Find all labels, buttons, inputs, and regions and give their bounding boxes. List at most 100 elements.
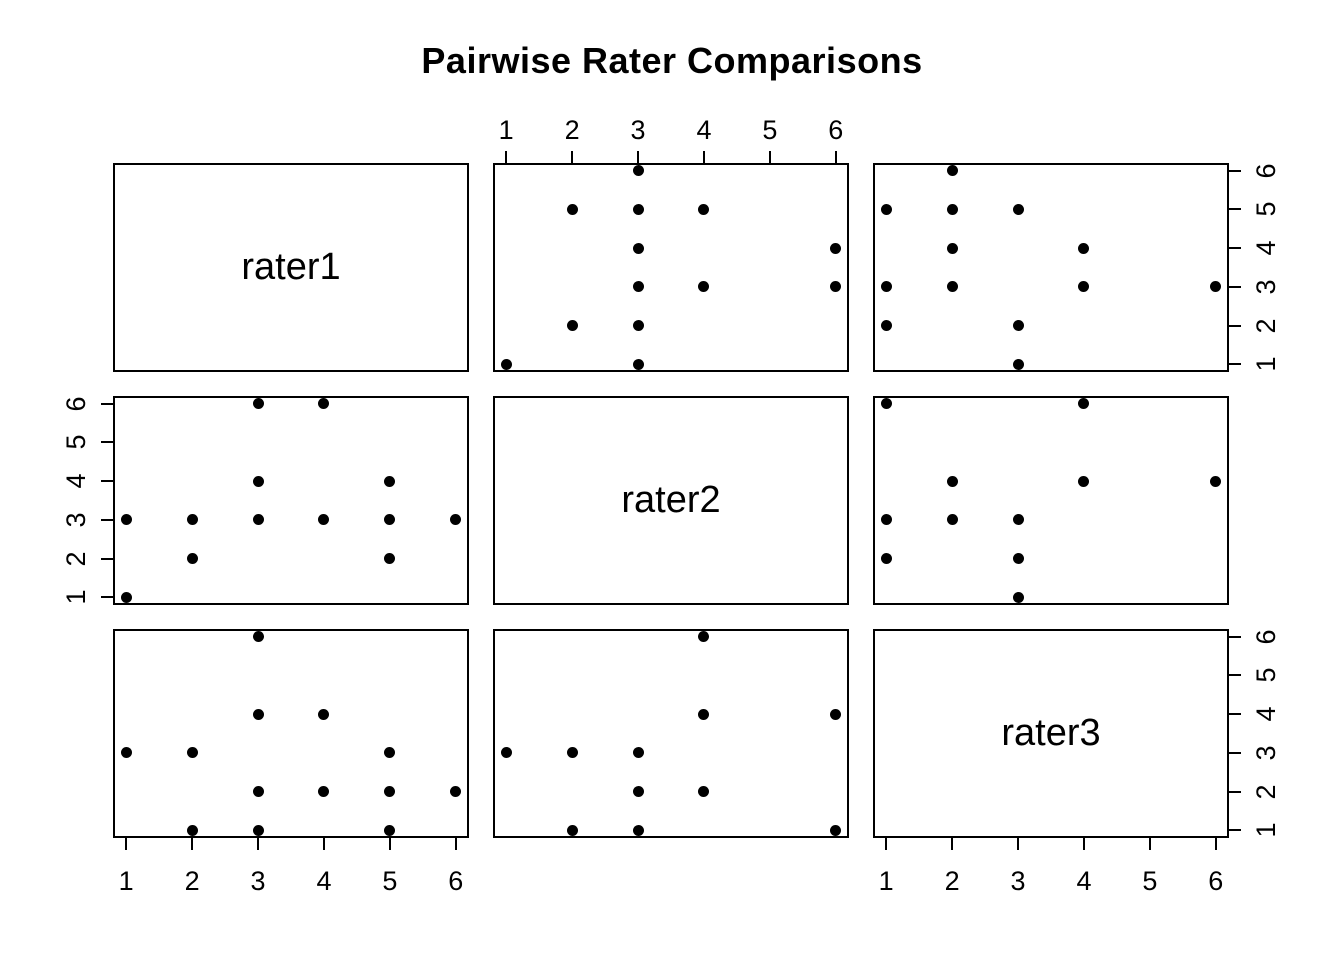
scatter-point [946, 514, 958, 526]
axis-tick-label: 5 [1142, 866, 1158, 896]
panel-scatter-rater1-vs-rater3 [873, 163, 1229, 372]
scatter-point [880, 514, 892, 526]
axis-tick [1229, 169, 1241, 172]
scatter-point [946, 165, 958, 177]
scatter-point [120, 747, 132, 759]
axis-tick [1229, 247, 1241, 250]
scatter-point [384, 514, 396, 526]
axis-tick-label: 6 [61, 396, 91, 412]
scatter-point [252, 475, 264, 487]
axis-tick [1229, 751, 1241, 754]
scatter-point [318, 708, 330, 720]
panel-plot-area: rater2 [493, 396, 849, 605]
axis-tick [101, 596, 113, 599]
axis-tick-label: 4 [696, 115, 712, 145]
scatter-point [384, 786, 396, 798]
axis-tick [571, 151, 574, 163]
axis-tick [101, 557, 113, 560]
scatter-point [698, 203, 710, 215]
axis-tick [1229, 285, 1241, 288]
panel-scatter-rater2-vs-rater3 [873, 396, 1229, 605]
axis-tick [454, 838, 457, 850]
scatter-point [632, 165, 644, 177]
scatter-point [880, 398, 892, 410]
axis-tick [885, 838, 888, 850]
scatter-point [384, 824, 396, 836]
scatter-point [880, 553, 892, 565]
scatter-point [318, 398, 330, 410]
axis-tick [1229, 829, 1241, 832]
axis-tick-label: 3 [250, 866, 266, 896]
scatter-point [120, 514, 132, 526]
scatter-point [830, 281, 842, 293]
scatter-point [450, 786, 462, 798]
axis-tick-label: 1 [498, 115, 514, 145]
axis-tick-label: 6 [448, 866, 464, 896]
panel-diagonal-rater1: rater1 [113, 163, 469, 372]
axis-tick-label: 2 [944, 866, 960, 896]
scatter-point [566, 747, 578, 759]
scatter-point [318, 514, 330, 526]
scatter-point [698, 281, 710, 293]
scatter-point [830, 824, 842, 836]
axis-tick [1229, 324, 1241, 327]
axis-tick-label: 5 [61, 434, 91, 450]
panel-plot-area [493, 163, 849, 372]
panel-plot-area [873, 163, 1229, 372]
variable-label: rater3 [1001, 712, 1101, 754]
scatter-point [1012, 320, 1024, 332]
scatter-point [186, 553, 198, 565]
panel-scatter-rater1-vs-rater2 [493, 163, 849, 372]
scatter-point [252, 631, 264, 643]
axis-tick-label: 3 [1010, 866, 1026, 896]
scatter-point [1210, 475, 1222, 487]
axis-tick [1229, 635, 1241, 638]
scatter-point [1078, 281, 1090, 293]
scatter-point [632, 747, 644, 759]
axis-tick-label: 4 [316, 866, 332, 896]
variable-label: rater2 [621, 479, 721, 521]
axis-tick [101, 402, 113, 405]
variable-label: rater1 [241, 246, 341, 288]
axis-tick-label: 3 [61, 512, 91, 528]
axis-tick-label: 1 [1251, 822, 1281, 838]
axis-tick [1214, 838, 1217, 850]
axis-tick [1082, 838, 1085, 850]
axis-tick [125, 838, 128, 850]
scatter-point [946, 281, 958, 293]
scatter-point [632, 242, 644, 254]
scatter-point [186, 514, 198, 526]
axis-tick-label: 5 [1251, 667, 1281, 683]
scatter-point [632, 281, 644, 293]
axis-tick [1229, 713, 1241, 716]
axis-tick [1017, 838, 1020, 850]
axis-tick-label: 3 [630, 115, 646, 145]
scatter-point [830, 708, 842, 720]
axis-tick-label: 2 [61, 551, 91, 567]
scatter-point [500, 358, 512, 370]
axis-tick-label: 2 [184, 866, 200, 896]
scatter-point [1012, 591, 1024, 603]
axis-tick-label: 4 [1076, 866, 1092, 896]
axis-tick [322, 838, 325, 850]
panel-plot-area: rater1 [113, 163, 469, 372]
scatter-point [186, 747, 198, 759]
axis-tick [1148, 838, 1151, 850]
scatter-point [632, 203, 644, 215]
axis-tick-label: 1 [61, 589, 91, 605]
axis-tick-label: 2 [1251, 784, 1281, 800]
panel-plot-area [493, 629, 849, 838]
axis-tick-label: 4 [1251, 706, 1281, 722]
axis-tick [388, 838, 391, 850]
chart-title: Pairwise Rater Comparisons [421, 40, 923, 81]
axis-tick-label: 1 [118, 866, 134, 896]
axis-tick [101, 441, 113, 444]
axis-tick [101, 480, 113, 483]
panel-scatter-rater3-vs-rater2 [493, 629, 849, 838]
scatter-point [698, 786, 710, 798]
panel-scatter-rater3-vs-rater1 [113, 629, 469, 838]
scatter-point [880, 203, 892, 215]
axis-tick [191, 838, 194, 850]
scatter-point [566, 824, 578, 836]
